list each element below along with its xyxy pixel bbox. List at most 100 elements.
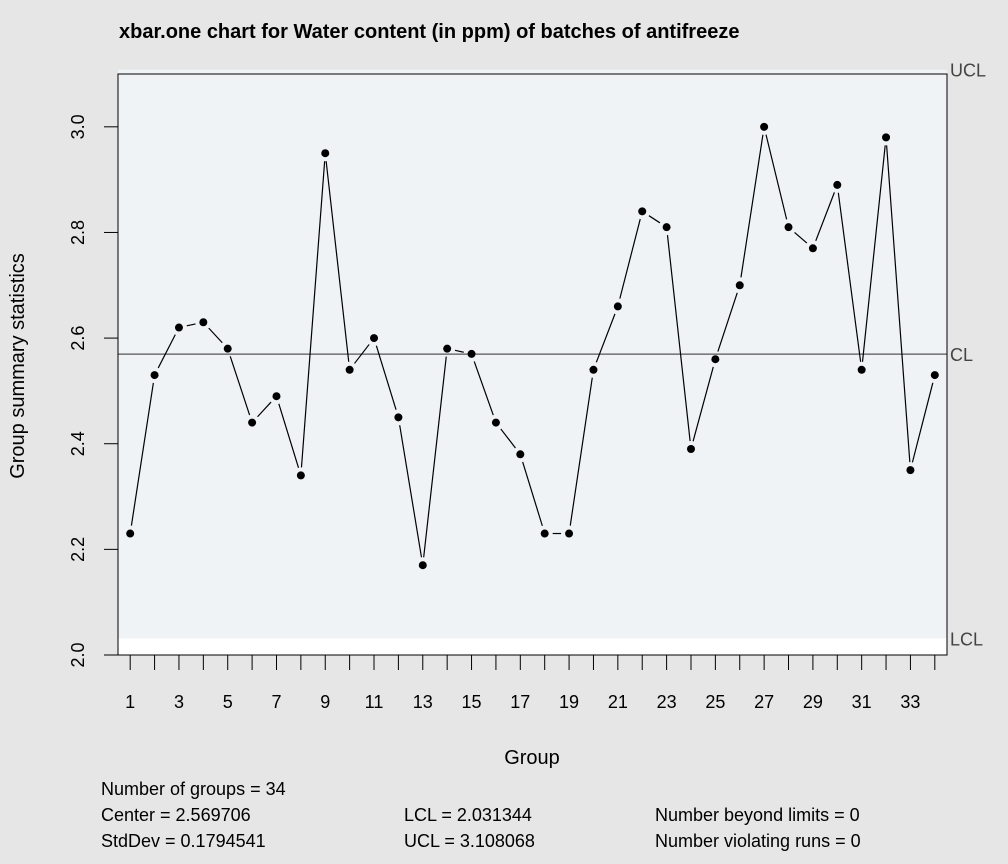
- stat-stddev: StdDev = 0.1794541: [101, 831, 266, 851]
- series-segment: [648, 215, 661, 224]
- x-tick-label: 31: [852, 692, 872, 712]
- y-tick-label: 2.4: [68, 431, 88, 456]
- x-tick-label: 17: [510, 692, 530, 712]
- data-point: [418, 561, 427, 570]
- series-segment: [130, 382, 154, 526]
- data-point: [808, 244, 817, 253]
- x-tick-label: 29: [803, 692, 823, 712]
- series-segment: [229, 356, 251, 416]
- x-tick-label: 5: [223, 692, 233, 712]
- y-tick-label: 2.8: [68, 220, 88, 245]
- y-tick-label: 2.2: [68, 537, 88, 562]
- data-point: [711, 355, 720, 364]
- data-point: [906, 466, 915, 475]
- data-point: [345, 365, 354, 374]
- x-tick-label: 25: [705, 692, 725, 712]
- stat-lcl: LCL = 2.031344: [404, 805, 532, 825]
- x-axis-label: Group: [504, 747, 560, 769]
- series-segment: [886, 145, 911, 463]
- data-point: [784, 223, 793, 232]
- series-segment: [717, 292, 738, 352]
- series-segment: [569, 377, 593, 526]
- x-tick-label: 9: [320, 692, 330, 712]
- data-point: [491, 418, 500, 427]
- series-segment: [765, 134, 788, 220]
- data-point: [370, 334, 379, 343]
- data-point: [150, 371, 159, 380]
- data-point: [223, 344, 232, 353]
- data-point: [516, 450, 525, 459]
- x-tick-label: 33: [900, 692, 920, 712]
- stat-center: Center = 2.569706: [101, 805, 251, 825]
- data-point: [296, 471, 305, 480]
- data-point: [589, 365, 598, 374]
- data-point: [248, 418, 257, 427]
- y-tick-label: 3.0: [68, 114, 88, 139]
- series-segment: [740, 134, 764, 278]
- stat-beyond-limits: Number beyond limits = 0: [655, 805, 860, 825]
- series-segment: [837, 192, 862, 362]
- stat-groups: Number of groups = 34: [101, 779, 286, 799]
- data-point: [467, 349, 476, 358]
- data-point: [638, 207, 647, 216]
- data-point: [833, 180, 842, 189]
- x-tick-label: 23: [657, 692, 677, 712]
- data-point: [613, 302, 622, 311]
- data-point: [394, 413, 403, 422]
- x-tick-label: 21: [608, 692, 628, 712]
- series-segment: [300, 161, 326, 468]
- x-tick-label: 13: [413, 692, 433, 712]
- data-point: [882, 133, 891, 142]
- data-point: [662, 223, 671, 232]
- data-point: [565, 529, 574, 538]
- data-point: [272, 392, 281, 401]
- data-point: [199, 318, 208, 327]
- series-segment: [257, 401, 272, 418]
- series-segment: [423, 356, 447, 558]
- data-point: [174, 323, 183, 332]
- series-segment: [354, 344, 370, 364]
- series-segment: [454, 349, 464, 353]
- x-tick-label: 27: [754, 692, 774, 712]
- y-tick-label: 2.6: [68, 326, 88, 351]
- series-segment: [157, 334, 176, 369]
- plot-border: [117, 73, 948, 656]
- stat-ucl: UCL = 3.108068: [404, 831, 535, 851]
- series-segment: [815, 192, 835, 242]
- series-segment: [186, 323, 196, 327]
- data-point: [540, 529, 549, 538]
- series-segment: [619, 218, 641, 299]
- series-segment: [595, 313, 616, 363]
- x-tick-label: 15: [462, 692, 482, 712]
- y-tick-label: 2.0: [68, 642, 88, 667]
- series-segment: [666, 235, 691, 442]
- chart-title: xbar.one chart for Water content (in ppm…: [119, 21, 739, 43]
- x-tick-label: 7: [271, 692, 281, 712]
- y-axis-label: Group summary statistics: [7, 253, 29, 479]
- data-point: [126, 529, 135, 538]
- data-point: [443, 344, 452, 353]
- lcl-label: LCL: [950, 629, 983, 649]
- cl-label: CL: [950, 345, 973, 365]
- data-point: [857, 365, 866, 374]
- series-segment: [522, 461, 543, 527]
- data-point: [735, 281, 744, 290]
- series-segment: [794, 231, 808, 244]
- x-tick-label: 11: [365, 692, 384, 712]
- series-segment: [278, 403, 300, 468]
- series-segment: [399, 425, 423, 558]
- series-segment: [500, 428, 516, 449]
- x-tick-label: 1: [125, 692, 135, 712]
- series-segment: [911, 382, 934, 463]
- x-tick-label: 19: [559, 692, 579, 712]
- series-segment: [208, 327, 223, 344]
- data-point: [930, 371, 939, 380]
- series-segment: [692, 366, 714, 442]
- data-point: [760, 122, 769, 131]
- x-tick-label: 3: [174, 692, 184, 712]
- stat-violating-runs: Number violating runs = 0: [655, 831, 861, 851]
- series-segment: [325, 161, 350, 362]
- series-segment: [861, 145, 886, 362]
- series-segment: [473, 361, 494, 416]
